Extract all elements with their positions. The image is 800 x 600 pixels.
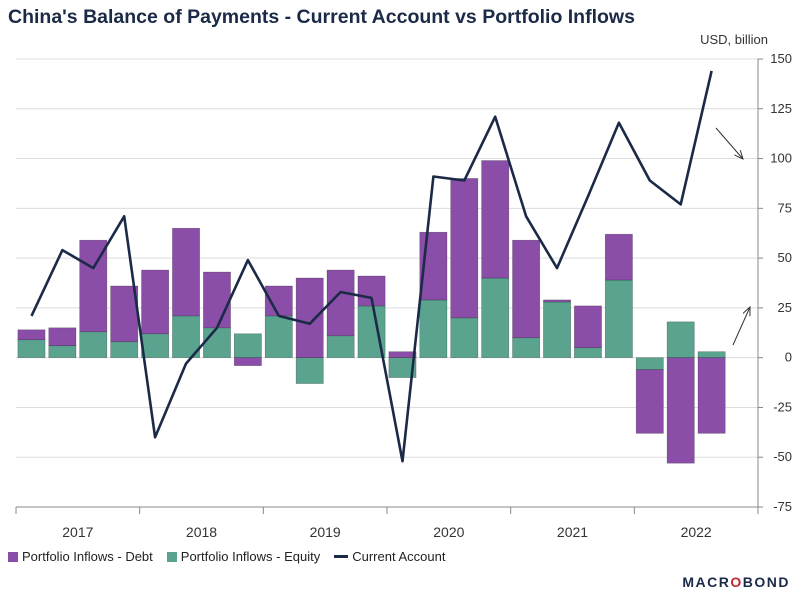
bar-equity [604,279,633,358]
bar-debt [110,285,139,343]
bar-debt [233,357,262,366]
legend-label-equity: Portfolio Inflows - Equity [180,549,321,564]
x-tick-label: 2021 [557,524,588,540]
y-tick-label: 50 [778,250,792,265]
chart-legend: Portfolio Inflows - Debt Portfolio Inflo… [8,549,445,564]
arrow-down-right [715,127,743,159]
x-tick-label: 2022 [681,524,712,540]
y-tick-label: -75 [773,499,792,514]
trend-arrows [715,127,750,346]
bar-equity [666,321,695,358]
arrow-up-right [732,307,750,346]
y-tick-label: 125 [770,101,792,116]
bar-debt [512,239,541,339]
legend-label-debt: Portfolio Inflows - Debt [22,549,153,564]
bar-debt [543,299,571,303]
grid-layer [16,58,758,508]
legend-item-equity: Portfolio Inflows - Equity [166,549,321,564]
bar-debt [697,357,726,434]
y-tick-label: 150 [770,51,792,66]
bar-equity [574,347,602,358]
x-tick-label: 2017 [62,524,93,540]
legend-swatch-current-account [334,555,349,558]
bar-debt [666,357,695,464]
x-tick-label: 2018 [186,524,217,540]
bar-equity [481,277,510,358]
bar-equity [48,345,77,358]
bar-equity [697,351,726,358]
y-tick-label: 0 [785,350,792,365]
bar-debt [450,178,479,319]
axis-layer: 150 125 100 75 50 25 0 -25 -50 -75 2017 2018 2019 202… [15,51,792,540]
bar-equity [17,339,46,358]
bar-debt [481,160,510,279]
x-tick-label: 2019 [310,524,341,540]
line-current-account [30,70,713,463]
bar-debt [48,327,77,347]
bar-equity [79,331,108,358]
bar-debt [388,351,417,358]
bar-equity [264,315,293,358]
bar-debt [295,277,324,358]
legend-swatch-equity [166,551,177,562]
y-tick-label: -25 [773,399,792,414]
bar-debt [17,329,46,341]
bar-equity [233,333,262,358]
bar-equity [419,299,448,358]
y-tick-label: 75 [778,200,792,215]
bar-debt [635,369,664,434]
y-axis-unit-label: USD, billion [700,32,768,47]
bar-equity [141,333,170,358]
bar-debt [604,233,633,281]
bar-debt [574,305,602,349]
bar-debt [141,269,170,335]
y-tick-label: -50 [773,449,792,464]
y-tick-label: 25 [778,300,792,315]
bar-equity [295,357,324,384]
legend-item-current-account: Current Account [334,549,445,564]
bar-equity [203,327,231,358]
legend-swatch-debt [8,551,18,562]
x-tick-label: 2020 [433,524,464,540]
bar-equity [326,335,355,358]
chart-title: China's Balance of Payments - Current Ac… [8,6,635,28]
legend-label-current-account: Current Account [352,549,446,564]
bar-equity [543,301,571,358]
bar-debt [172,227,200,317]
bar-debt [79,239,108,333]
line-layer [30,70,713,463]
bar-layer [17,160,726,464]
brand-mark: O [730,574,743,590]
brand-logo: MACROBOND [682,574,790,590]
y-tick-label: 100 [770,151,792,166]
bar-debt [203,271,231,329]
bar-equity [110,341,139,358]
brand-prefix: MACR [682,574,731,590]
bar-equity [512,337,541,358]
legend-item-debt: Portfolio Inflows - Debt [8,549,153,564]
bar-equity [635,357,664,370]
brand-suffix: BOND [742,574,790,590]
bar-equity [450,317,479,358]
